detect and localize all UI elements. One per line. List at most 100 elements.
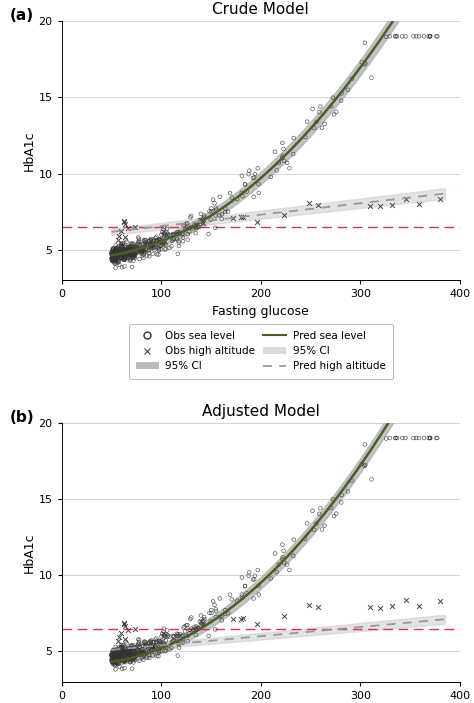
Point: [111, 244, 119, 255]
Point: [128, 645, 136, 657]
Point: [119, 645, 127, 657]
Point: [305, 198, 313, 209]
Point: [237, 613, 245, 624]
Point: [145, 643, 152, 654]
Point: [140, 650, 148, 661]
Point: [155, 244, 163, 255]
Point: [240, 613, 247, 624]
Point: [123, 236, 130, 247]
Point: [279, 539, 286, 550]
Point: [126, 252, 134, 264]
Y-axis label: HbA1c: HbA1c: [23, 532, 36, 573]
Point: [131, 248, 138, 259]
Point: [121, 645, 129, 657]
Point: [120, 645, 128, 657]
Point: [148, 240, 156, 251]
Point: [111, 653, 118, 664]
Point: [118, 241, 125, 252]
Point: [174, 637, 182, 648]
Point: [280, 143, 287, 155]
Point: [399, 31, 406, 42]
Point: [366, 200, 374, 211]
Point: [129, 657, 137, 668]
Point: [112, 653, 120, 664]
Point: [159, 240, 166, 251]
Point: [133, 246, 141, 257]
Point: [156, 636, 164, 647]
Point: [108, 247, 115, 259]
Point: [122, 620, 129, 631]
Point: [157, 645, 164, 657]
Point: [193, 221, 201, 233]
Point: [361, 58, 368, 70]
Point: [146, 251, 153, 262]
Point: [128, 650, 136, 661]
Point: [180, 220, 187, 231]
Point: [146, 642, 154, 653]
Point: [166, 229, 173, 240]
Point: [126, 657, 134, 668]
Point: [137, 245, 145, 256]
Point: [118, 640, 126, 651]
Point: [156, 638, 164, 649]
Point: [109, 657, 116, 668]
Point: [279, 152, 286, 163]
Point: [124, 245, 132, 257]
Point: [125, 645, 133, 657]
Point: [121, 656, 128, 667]
Point: [179, 629, 187, 640]
Point: [131, 644, 138, 655]
Point: [116, 245, 123, 256]
Point: [160, 630, 168, 641]
Point: [162, 233, 170, 245]
Point: [124, 649, 131, 660]
Point: [119, 643, 127, 654]
Point: [146, 637, 153, 648]
Point: [141, 235, 148, 246]
Point: [153, 234, 160, 245]
Point: [241, 179, 249, 190]
Point: [163, 227, 170, 238]
Point: [146, 234, 154, 245]
Point: [314, 601, 322, 612]
Point: [134, 243, 142, 254]
Point: [146, 637, 153, 648]
Point: [392, 31, 399, 42]
Point: [348, 73, 356, 84]
Point: [120, 246, 128, 257]
Point: [249, 574, 257, 586]
Point: [201, 612, 208, 623]
Point: [170, 635, 178, 646]
Point: [114, 250, 121, 262]
Point: [152, 240, 160, 251]
Point: [317, 503, 324, 514]
Point: [212, 605, 220, 617]
Point: [184, 228, 191, 240]
Point: [115, 246, 122, 257]
Point: [124, 647, 132, 658]
Point: [130, 652, 138, 664]
Point: [118, 226, 125, 237]
Point: [196, 214, 204, 226]
Point: [286, 162, 293, 174]
Point: [432, 31, 440, 42]
Point: [128, 640, 136, 652]
Point: [182, 218, 190, 229]
Point: [138, 647, 146, 658]
Point: [199, 217, 207, 228]
Point: [122, 647, 130, 658]
Point: [112, 657, 119, 669]
Point: [116, 259, 123, 271]
Point: [116, 646, 123, 657]
Point: [116, 652, 123, 663]
Point: [152, 636, 160, 647]
Point: [178, 228, 186, 240]
Point: [309, 103, 316, 115]
Point: [108, 249, 115, 260]
Point: [279, 150, 286, 162]
Point: [119, 243, 127, 254]
Point: [117, 247, 125, 258]
Point: [212, 604, 219, 615]
Point: [122, 633, 129, 645]
Point: [130, 242, 137, 253]
